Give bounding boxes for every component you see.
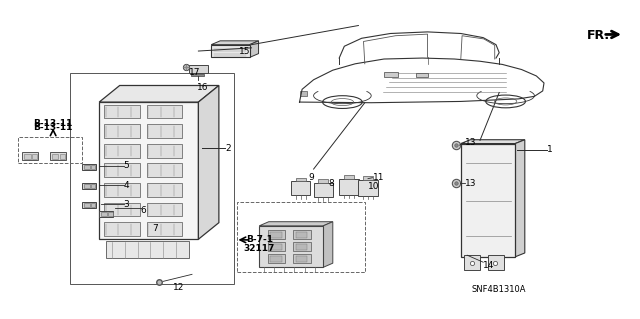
Bar [237, 202, 365, 272]
Polygon shape [250, 41, 259, 57]
Bar [147, 222, 182, 236]
Bar [147, 203, 182, 217]
Bar [363, 176, 373, 180]
Bar [270, 256, 282, 262]
Polygon shape [259, 222, 333, 226]
Text: 7: 7 [152, 224, 158, 233]
Bar [99, 211, 113, 217]
Text: 12: 12 [173, 283, 184, 292]
Bar [104, 124, 140, 138]
Bar [464, 255, 480, 270]
Bar [104, 105, 140, 118]
Text: SNF4B1310A: SNF4B1310A [472, 285, 527, 294]
Bar [106, 241, 189, 258]
Text: B-7-1: B-7-1 [246, 235, 273, 244]
Text: 4: 4 [124, 181, 129, 189]
Bar [91, 203, 95, 207]
Polygon shape [211, 41, 259, 45]
Bar [268, 242, 285, 251]
Polygon shape [99, 85, 219, 102]
Bar [104, 163, 140, 177]
Bar [147, 163, 182, 177]
Polygon shape [461, 140, 525, 144]
Bar [339, 179, 359, 195]
Bar [296, 244, 307, 250]
Bar [84, 203, 90, 207]
Bar [293, 242, 311, 251]
Bar [91, 165, 95, 169]
Bar [314, 182, 333, 197]
Bar [32, 154, 37, 159]
Bar [104, 144, 140, 158]
Text: 13: 13 [465, 138, 476, 147]
Bar [50, 152, 66, 160]
Bar [82, 164, 96, 170]
Bar [147, 105, 182, 118]
Polygon shape [300, 91, 307, 96]
Text: FR.: FR. [587, 29, 610, 41]
Bar [84, 165, 90, 169]
Text: 16: 16 [197, 83, 209, 92]
Bar [60, 154, 65, 159]
Bar [22, 152, 38, 160]
Text: 15: 15 [239, 47, 250, 56]
Bar [268, 230, 285, 239]
Bar [104, 222, 140, 236]
Bar [319, 179, 328, 182]
Bar [293, 230, 311, 239]
Bar [270, 244, 282, 250]
Bar [24, 154, 31, 159]
Bar [296, 232, 307, 238]
Bar [270, 232, 282, 238]
Polygon shape [191, 74, 204, 76]
Bar [358, 180, 378, 196]
Text: 9: 9 [308, 173, 314, 182]
Bar [147, 124, 182, 138]
Bar [268, 254, 285, 263]
Bar [259, 226, 323, 267]
Bar [416, 73, 428, 77]
Polygon shape [323, 222, 333, 267]
Text: 2: 2 [225, 144, 231, 153]
Bar [104, 203, 140, 217]
Text: 5: 5 [124, 161, 129, 170]
Bar [296, 256, 307, 262]
Bar [189, 65, 208, 73]
Bar [384, 72, 398, 77]
Text: 14: 14 [483, 261, 495, 270]
Bar [296, 178, 306, 181]
Text: 11: 11 [372, 173, 384, 182]
Bar [84, 184, 90, 188]
Bar [488, 255, 504, 270]
Text: 8: 8 [328, 179, 334, 188]
Text: 3: 3 [124, 200, 129, 209]
Bar [52, 154, 58, 159]
Bar [104, 183, 140, 197]
Text: B-13-11: B-13-11 [33, 123, 73, 132]
Bar [461, 144, 515, 257]
Bar [147, 144, 182, 158]
Bar [70, 73, 234, 284]
Bar [147, 183, 182, 197]
Bar [291, 181, 310, 195]
Text: 1: 1 [547, 145, 553, 154]
Text: 13: 13 [465, 179, 476, 188]
Bar [18, 137, 82, 163]
Bar [99, 102, 198, 239]
Polygon shape [198, 85, 219, 239]
Bar [82, 202, 96, 208]
Bar [293, 254, 311, 263]
Text: 10: 10 [368, 182, 380, 191]
Bar [82, 183, 96, 189]
Text: 32117: 32117 [243, 244, 275, 253]
Text: 17: 17 [189, 68, 201, 77]
Bar [91, 184, 95, 188]
Bar [344, 175, 354, 179]
Text: B-13-11: B-13-11 [33, 119, 73, 128]
Text: 6: 6 [141, 206, 147, 215]
Bar [211, 45, 250, 57]
Bar [108, 212, 113, 216]
Bar [101, 212, 107, 216]
Polygon shape [515, 140, 525, 257]
